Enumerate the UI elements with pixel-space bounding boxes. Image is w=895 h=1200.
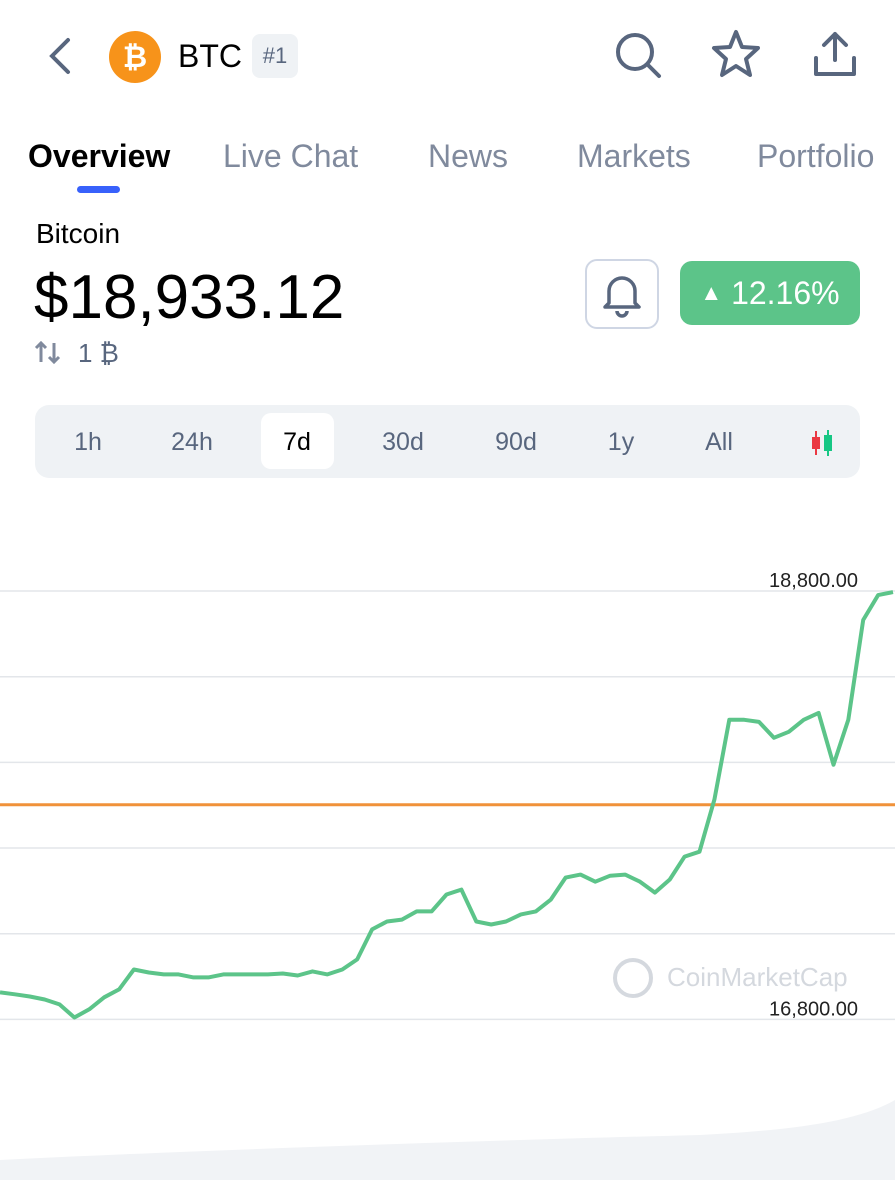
candle-toggle[interactable] [808, 428, 836, 458]
tab-indicator [77, 186, 120, 193]
rank-badge: #1 [252, 34, 298, 78]
tab[interactable]: Live Chat [223, 138, 359, 174]
range-button[interactable]: 30d [382, 428, 424, 456]
coin-name: Bitcoin [36, 218, 121, 249]
watermark: CoinMarketCap [613, 958, 848, 998]
search-icon[interactable] [612, 30, 664, 80]
tab[interactable]: News [428, 138, 509, 174]
tab[interactable]: Portfolio [757, 138, 875, 174]
unit: 1 ₿ [78, 338, 119, 368]
tab[interactable]: Markets [577, 138, 691, 174]
watchlist-star[interactable] [710, 28, 762, 80]
change-value: 12.16% [731, 275, 840, 311]
coin-logo: ₿ [109, 31, 161, 83]
change-badge: ▲ 12.16% [680, 261, 860, 325]
up-arrow: ▲ [700, 280, 723, 305]
bell-icon [603, 276, 641, 318]
alert-button[interactable] [585, 259, 659, 329]
price-chart: CoinMarketCap 18,800.00 16,800.00 [0, 570, 895, 1180]
share-icon[interactable] [810, 30, 860, 78]
range-button[interactable]: All [705, 428, 733, 456]
volume-area [0, 1100, 895, 1180]
swap-icon[interactable] [34, 340, 62, 366]
range-button[interactable]: 1y [607, 428, 635, 456]
back-button[interactable] [40, 36, 80, 76]
range-bar [35, 405, 860, 478]
price: $18,933.12 [34, 263, 345, 332]
watermark-text: CoinMarketCap [667, 962, 848, 992]
y-tick-label: 18,800.00 [769, 570, 858, 592]
coin-symbol: BTC [178, 38, 242, 74]
range-button[interactable]: 90d [495, 428, 537, 456]
price-line [0, 590, 894, 1020]
svg-text:₿: ₿ [123, 40, 147, 75]
range-button[interactable]: 1h [74, 428, 102, 456]
tab[interactable]: Overview [28, 138, 171, 174]
range-button[interactable]: 7d [283, 428, 311, 456]
range-button[interactable]: 24h [171, 428, 213, 456]
range-selected [261, 413, 334, 469]
y-tick-label: 16,800.00 [769, 998, 858, 1020]
